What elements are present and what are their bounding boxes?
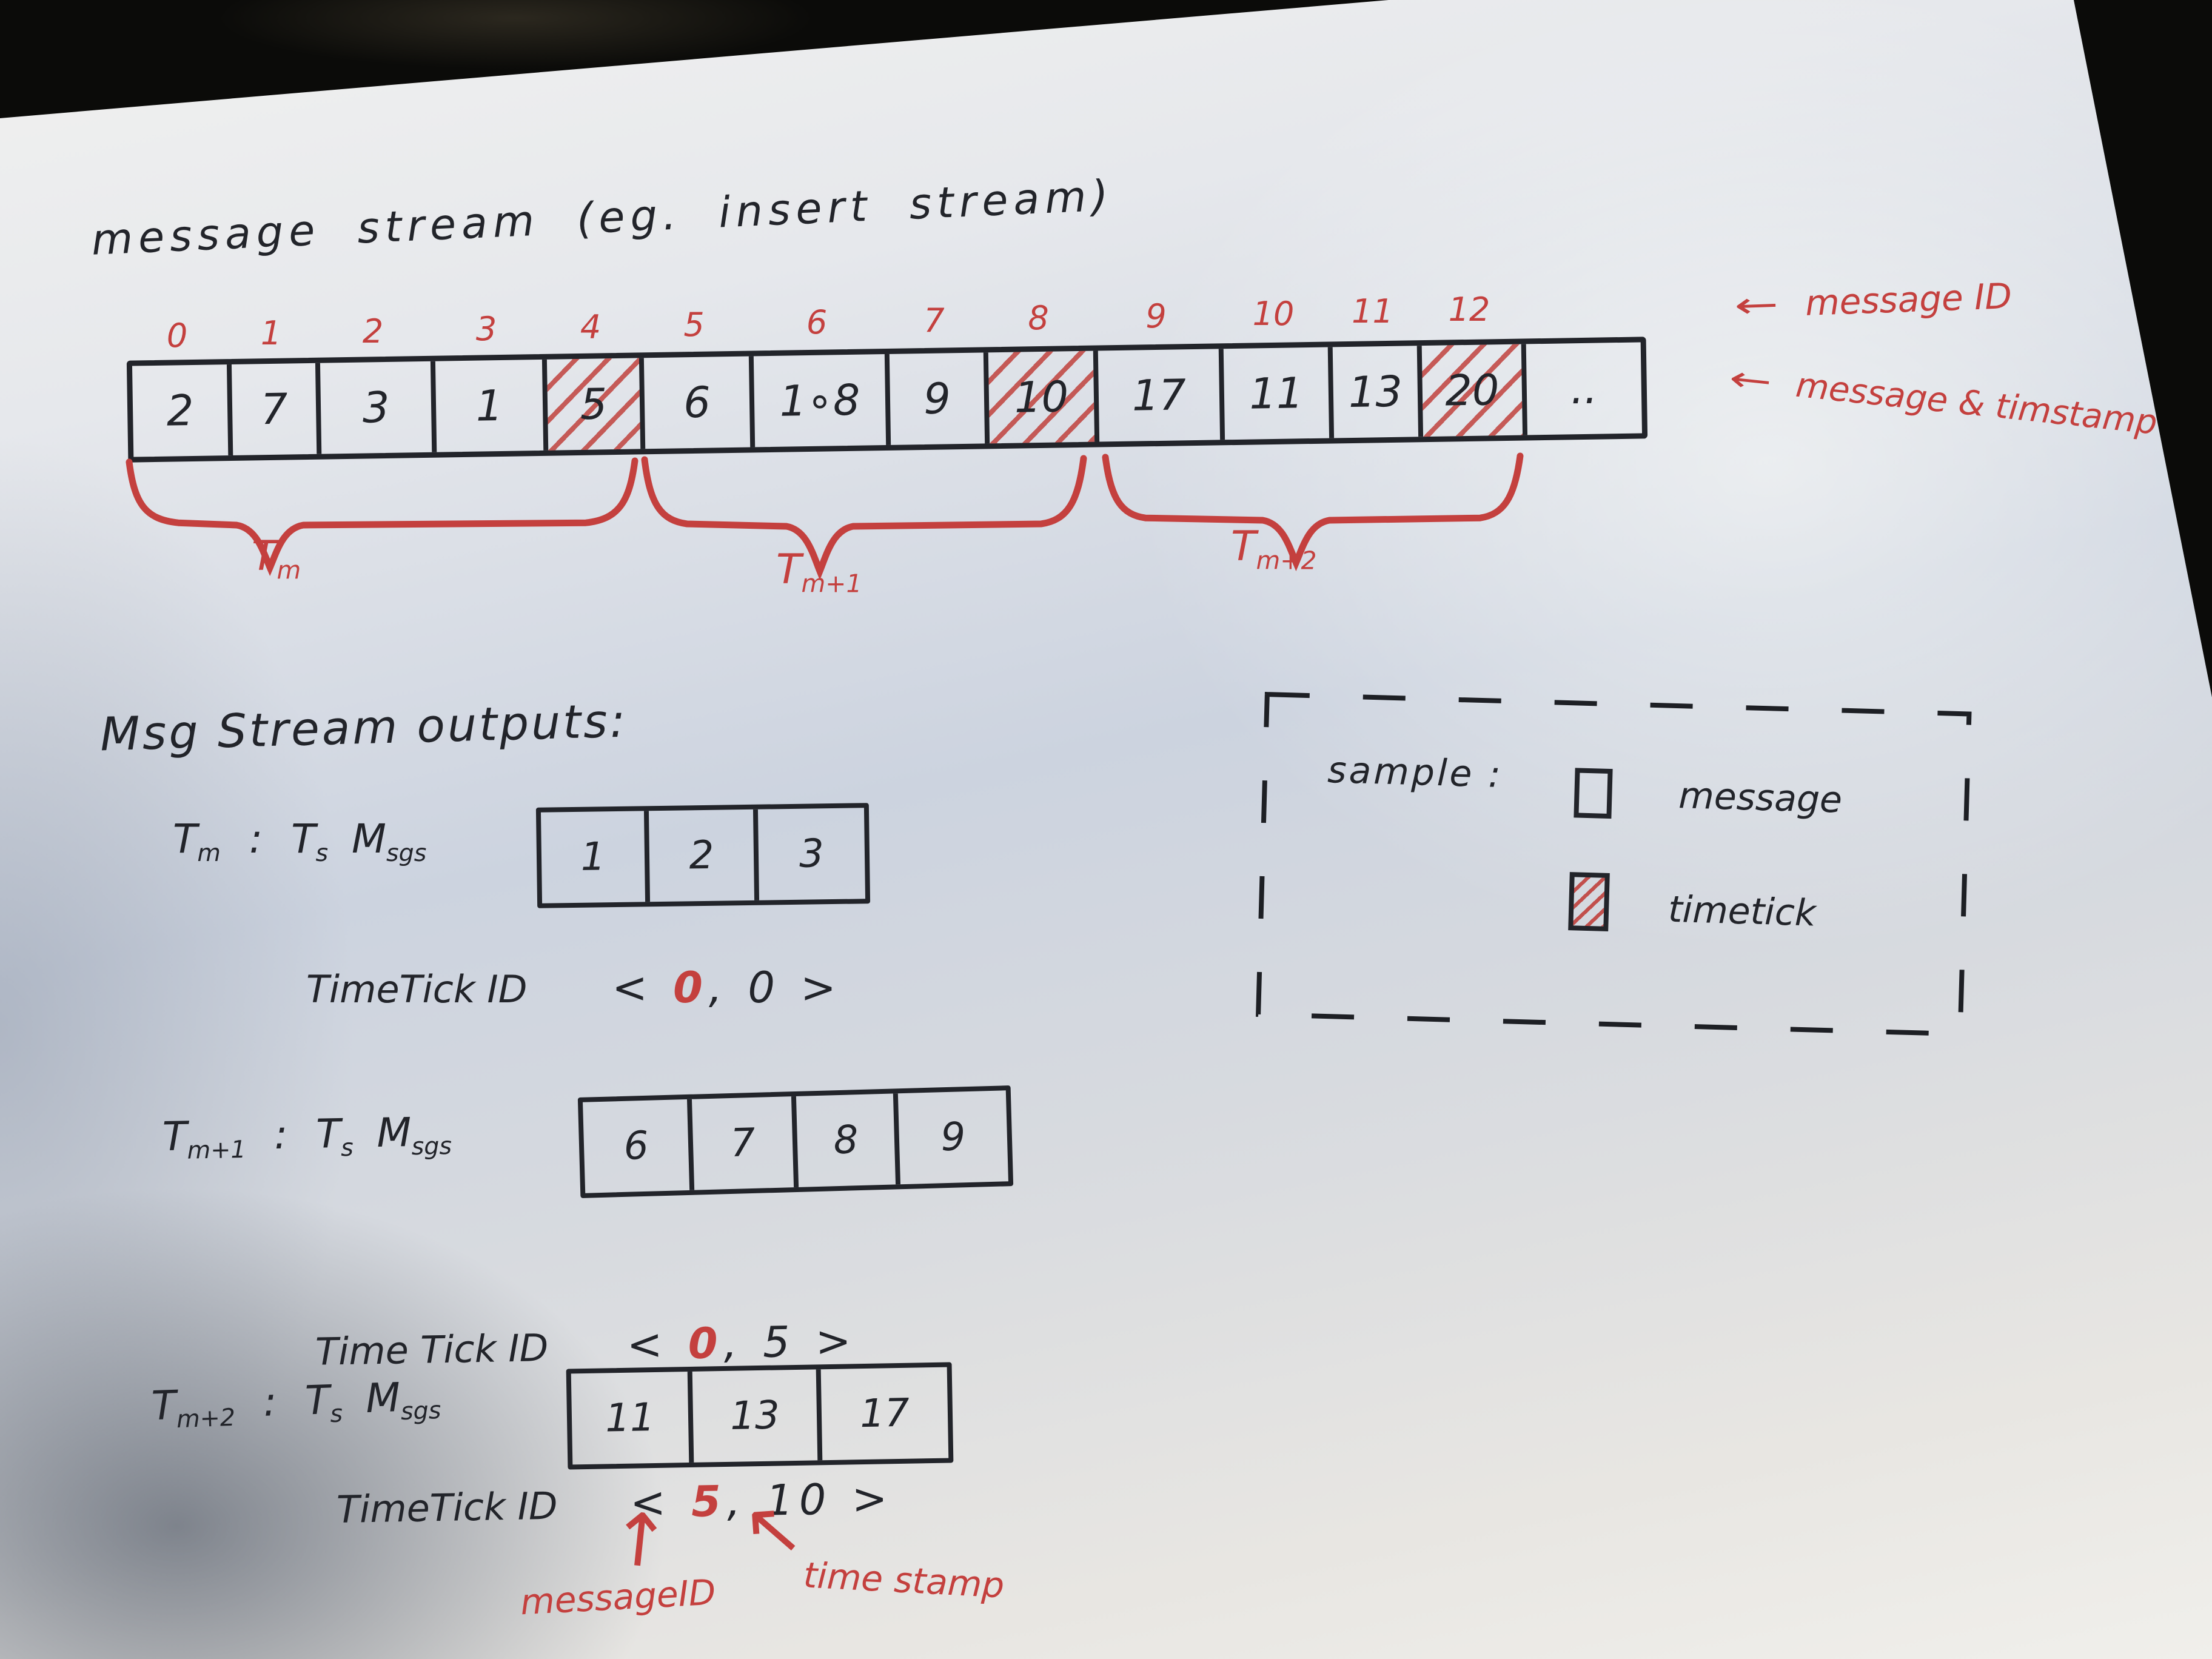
msg-cell: 11 xyxy=(571,1371,694,1465)
stream-cell: 6 xyxy=(643,356,756,449)
output-tick-tm: TimeTick ID < 0, 0 > xyxy=(306,963,842,1013)
stream-cell: 7 xyxy=(231,363,322,455)
up-arrow-icon: ↑ xyxy=(605,1496,675,1586)
stream-cell: .. xyxy=(1570,363,1598,414)
index-label: 2 xyxy=(362,312,384,350)
message-square-icon xyxy=(1574,768,1613,819)
stream-cell: 2 xyxy=(132,364,233,457)
stream-cell: 3 xyxy=(320,361,437,454)
index-label: 8 xyxy=(1028,299,1049,338)
legend-title: sample : xyxy=(1327,748,1504,797)
brace-tm xyxy=(126,457,638,577)
message-id-annotation-text: message ID xyxy=(1804,275,2013,324)
stream-cell: 17 xyxy=(1098,349,1225,442)
left-arrow-icon: ← xyxy=(1733,283,1780,326)
timetick-id-label: Time Tick ID xyxy=(315,1326,549,1374)
index-label: 10 xyxy=(1252,295,1295,333)
output-box-tm2: 11 13 17 xyxy=(566,1362,954,1470)
left-arrow-icon: ← xyxy=(1727,358,1774,403)
stream-cell: 11 xyxy=(1223,347,1335,440)
stream-cell: 5 xyxy=(546,358,646,451)
output-row-tm-label: Tm : Ts Msgs xyxy=(173,816,427,868)
brace-tm1 xyxy=(641,455,1087,580)
output-row-tm2-label: Tm+2 : Ts Msgs xyxy=(150,1374,442,1434)
index-label: 11 xyxy=(1352,292,1393,331)
up-left-arrow-icon: ↖ xyxy=(740,1484,807,1574)
legend-timetick-label: timetick xyxy=(1667,888,1817,935)
output-row-tm1-label: Tm+1 : Ts Msgs xyxy=(162,1109,452,1165)
brace-tm2 xyxy=(1102,452,1524,572)
timetick-id-label: TimeTick ID xyxy=(306,967,528,1011)
index-label: 6 xyxy=(806,303,828,342)
index-label: 12 xyxy=(1448,290,1490,329)
index-label: 7 xyxy=(923,301,945,340)
msg-cell: 2 xyxy=(648,809,760,902)
legend-message-label: message xyxy=(1678,774,1843,822)
tick-tuple: < 0, 0 > xyxy=(612,963,842,1013)
stream-cell: 20 xyxy=(1421,344,1528,437)
index-label: 5 xyxy=(683,306,705,344)
timetick-id-label: TimeTick ID xyxy=(336,1483,558,1532)
index-label: 3 xyxy=(475,310,497,349)
msg-cell: 6 xyxy=(583,1099,695,1193)
legend-dashed-border xyxy=(1256,692,1972,1037)
stream-cell: 13 xyxy=(1332,346,1424,438)
timetick-square-icon xyxy=(1568,872,1610,931)
brace-label-tm1: Tm+1 xyxy=(776,546,862,598)
index-label: 1 xyxy=(260,314,282,353)
index-label: 4 xyxy=(580,307,602,346)
tick-tuple: < 0, 5 > xyxy=(626,1316,858,1370)
stream-cell: 1∘8 xyxy=(753,354,891,447)
msg-cell: 13 xyxy=(692,1369,823,1463)
stream-cell: 10 xyxy=(988,350,1100,444)
legend-box: sample : message timetick xyxy=(1255,691,1974,1038)
msg-cell: 9 xyxy=(940,1114,967,1161)
brace-label-tm: Tm xyxy=(252,532,301,585)
msg-cell: 17 xyxy=(859,1390,910,1437)
msg-cell: 7 xyxy=(691,1096,799,1190)
index-label: 0 xyxy=(166,317,188,355)
index-label: 9 xyxy=(1145,297,1167,335)
msg-cell: 1 xyxy=(540,811,651,903)
msg-cell: 3 xyxy=(799,831,825,877)
msg-cell: 8 xyxy=(796,1093,901,1187)
brace-label-tm2: Tm+2 xyxy=(1231,523,1317,575)
stream-cell: 9 xyxy=(889,352,990,445)
stream-cell: 1 xyxy=(435,359,549,452)
